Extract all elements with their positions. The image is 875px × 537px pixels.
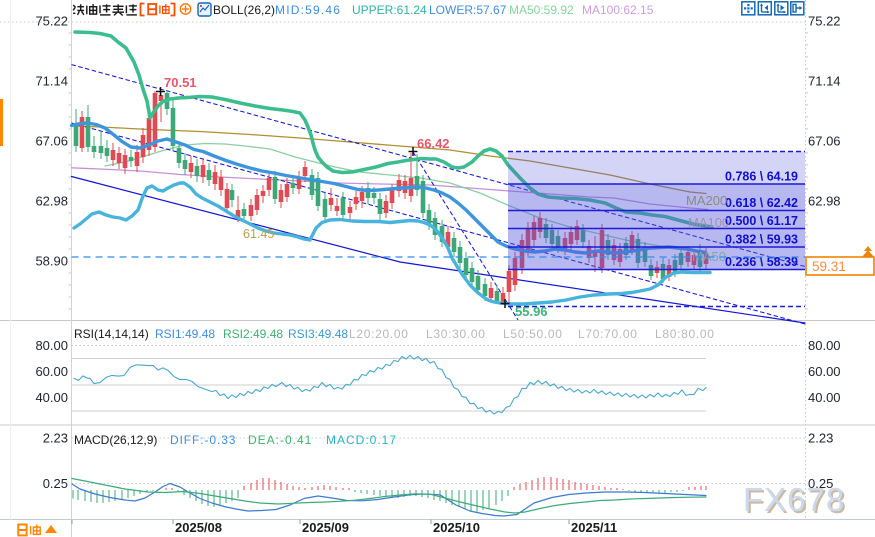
svg-text:67.06: 67.06 [808, 134, 841, 149]
svg-text:62.98: 62.98 [35, 194, 68, 209]
svg-text:MA100:62.15: MA100:62.15 [582, 3, 654, 17]
svg-text:55.96: 55.96 [515, 304, 548, 319]
svg-text:FX678: FX678 [743, 481, 845, 518]
svg-text:RSI3:49.48: RSI3:49.48 [288, 327, 348, 341]
svg-text:RSI1:49.48: RSI1:49.48 [155, 327, 215, 341]
svg-text:59.31: 59.31 [812, 259, 846, 274]
svg-text:0.382 \ 59.93: 0.382 \ 59.93 [725, 233, 798, 247]
svg-text:BOLL(26,2): BOLL(26,2) [213, 3, 275, 17]
svg-text:L70:70.00: L70:70.00 [578, 327, 638, 341]
svg-text:2025/10: 2025/10 [433, 520, 480, 535]
svg-text:2.23: 2.23 [808, 431, 833, 446]
svg-text:67.06: 67.06 [35, 134, 68, 149]
svg-text:MACD:0.17: MACD:0.17 [326, 433, 397, 447]
svg-text:UPPER:61.24: UPPER:61.24 [352, 3, 427, 17]
svg-text:DIFF:-0.33: DIFF:-0.33 [170, 433, 236, 447]
svg-text:MA50:59.92: MA50:59.92 [509, 3, 574, 17]
svg-text:0.236 \ 58.39: 0.236 \ 58.39 [725, 255, 798, 269]
svg-text:0.500 \ 61.17: 0.500 \ 61.17 [725, 214, 798, 228]
svg-text:75.22: 75.22 [35, 14, 68, 29]
svg-text:FX678: FX678 [745, 483, 847, 520]
svg-text:MACD(26,12,9): MACD(26,12,9) [74, 433, 157, 447]
svg-text:60.00: 60.00 [35, 364, 68, 379]
svg-text:0.25: 0.25 [43, 476, 68, 491]
svg-text:L20:20.00: L20:20.00 [349, 327, 409, 341]
svg-text:L30:30.00: L30:30.00 [426, 327, 486, 341]
svg-text:40.00: 40.00 [35, 390, 68, 405]
svg-text:58.90: 58.90 [35, 254, 68, 269]
svg-text:MID:59.46: MID:59.46 [275, 3, 341, 17]
svg-text:0.786 \ 64.19: 0.786 \ 64.19 [725, 170, 798, 184]
svg-text:MA200: MA200 [686, 193, 727, 208]
svg-text:RSI2:49.48: RSI2:49.48 [223, 327, 283, 341]
svg-text:2025/08: 2025/08 [175, 520, 222, 535]
svg-text:62.98: 62.98 [808, 194, 841, 209]
svg-text:DEA:-0.41: DEA:-0.41 [248, 433, 312, 447]
svg-text:60.00: 60.00 [808, 364, 841, 379]
svg-text:80.00: 80.00 [808, 338, 841, 353]
svg-text:0.25: 0.25 [808, 476, 833, 491]
svg-text:L80:80.00: L80:80.00 [655, 327, 715, 341]
svg-text:2025/11: 2025/11 [571, 520, 617, 535]
svg-text:66.42: 66.42 [417, 136, 450, 151]
svg-text:71.14: 71.14 [808, 74, 841, 89]
svg-text:MA100: MA100 [688, 215, 729, 230]
svg-text:71.14: 71.14 [35, 74, 68, 89]
svg-text:L50:50.00: L50:50.00 [503, 327, 563, 341]
svg-text:61.45: 61.45 [243, 227, 274, 241]
svg-text:0.618 \ 62.42: 0.618 \ 62.42 [725, 196, 798, 210]
svg-text:70.51: 70.51 [164, 75, 197, 90]
svg-text:RSI(14,14,14): RSI(14,14,14) [74, 327, 149, 341]
svg-text:40.00: 40.00 [808, 390, 841, 405]
svg-text:LOWER:57.67: LOWER:57.67 [429, 3, 507, 17]
svg-text:80.00: 80.00 [35, 338, 68, 353]
svg-text:75.22: 75.22 [808, 14, 841, 29]
svg-text:2025/09: 2025/09 [302, 520, 349, 535]
svg-text:2.23: 2.23 [43, 431, 68, 446]
